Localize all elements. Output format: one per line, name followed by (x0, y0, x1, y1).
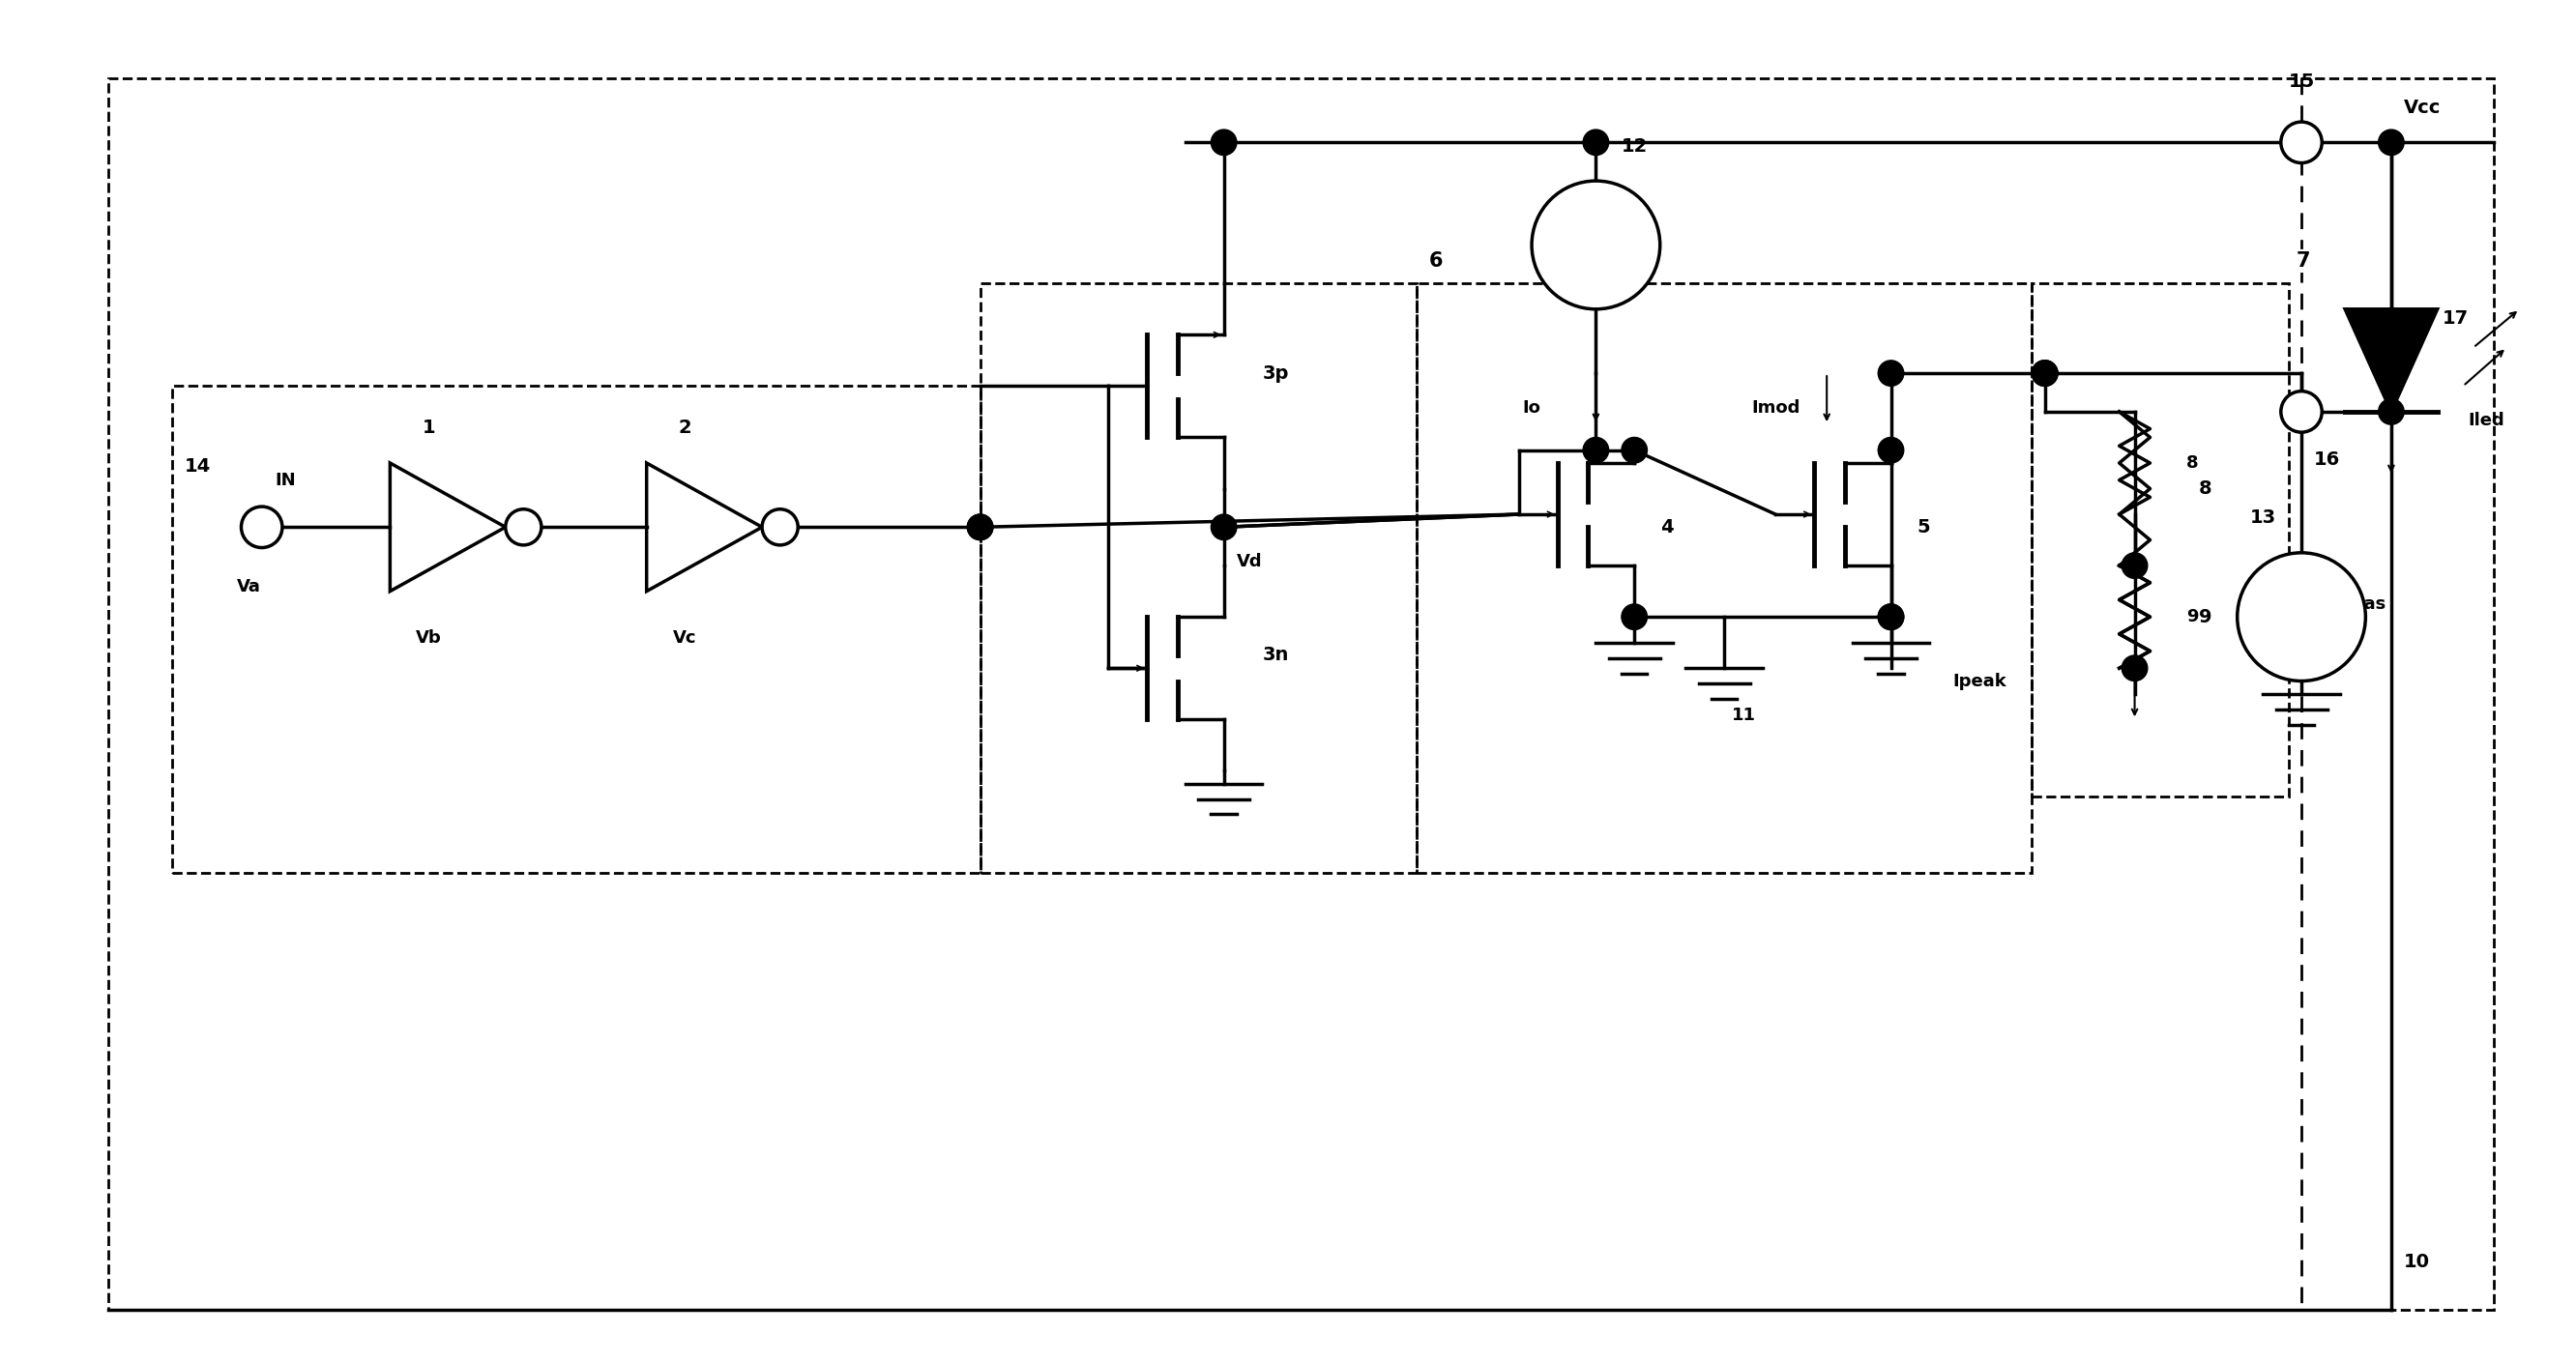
Text: 10: 10 (2403, 1253, 2429, 1271)
Circle shape (2280, 121, 2321, 163)
Text: Vc: Vc (672, 629, 698, 647)
Text: 7: 7 (2295, 252, 2311, 271)
Circle shape (1878, 605, 1904, 629)
Circle shape (969, 515, 992, 539)
Circle shape (1620, 605, 1646, 629)
Text: 6: 6 (1430, 252, 1443, 271)
Text: 17: 17 (2442, 309, 2468, 327)
Circle shape (2378, 399, 2403, 425)
Text: IN: IN (276, 471, 296, 489)
Text: 14: 14 (183, 458, 211, 475)
Circle shape (1878, 361, 1904, 385)
Circle shape (2123, 655, 2148, 681)
Text: 4: 4 (1659, 518, 1674, 537)
Text: 11: 11 (1731, 707, 1757, 725)
Text: 2: 2 (677, 419, 693, 437)
Text: 3: 3 (1430, 252, 1443, 271)
Text: 9: 9 (2187, 609, 2197, 625)
Text: 8: 8 (2187, 455, 2197, 471)
Text: Ipeak: Ipeak (1953, 673, 2007, 689)
Text: Imod: Imod (1752, 399, 1801, 417)
Circle shape (2378, 129, 2403, 155)
Circle shape (1878, 605, 1904, 629)
Text: Vd: Vd (1236, 553, 1262, 571)
Text: 9: 9 (2200, 607, 2213, 627)
Circle shape (1878, 437, 1904, 463)
Text: Ibias: Ibias (2339, 595, 2385, 613)
Text: 13: 13 (2249, 509, 2275, 527)
Text: 3n: 3n (1262, 646, 1288, 665)
Circle shape (969, 515, 992, 539)
Text: 8: 8 (2200, 479, 2213, 498)
Text: Vcc: Vcc (2403, 98, 2442, 117)
Circle shape (762, 509, 799, 545)
Text: 3p: 3p (1262, 364, 1288, 383)
Circle shape (2239, 553, 2365, 681)
Text: 12: 12 (1620, 136, 1649, 155)
Circle shape (2123, 553, 2148, 579)
Text: 5: 5 (1917, 518, 1929, 537)
Circle shape (1211, 129, 1236, 155)
Text: 16: 16 (2313, 451, 2342, 469)
Text: 1: 1 (422, 419, 435, 437)
Text: Iled: Iled (2468, 411, 2504, 429)
Circle shape (1211, 515, 1236, 539)
Text: Va: Va (237, 579, 260, 595)
Circle shape (1533, 181, 1659, 309)
Circle shape (1584, 129, 1607, 155)
Text: 15: 15 (2287, 72, 2316, 91)
Circle shape (2032, 361, 2058, 385)
Text: Vb: Vb (415, 629, 440, 647)
Circle shape (2032, 361, 2058, 385)
Polygon shape (2344, 309, 2437, 411)
Circle shape (1620, 437, 1646, 463)
Circle shape (505, 509, 541, 545)
Circle shape (1584, 437, 1607, 463)
Circle shape (242, 507, 283, 548)
Circle shape (2032, 361, 2058, 385)
Text: Io: Io (1522, 399, 1540, 417)
Circle shape (2280, 391, 2321, 432)
